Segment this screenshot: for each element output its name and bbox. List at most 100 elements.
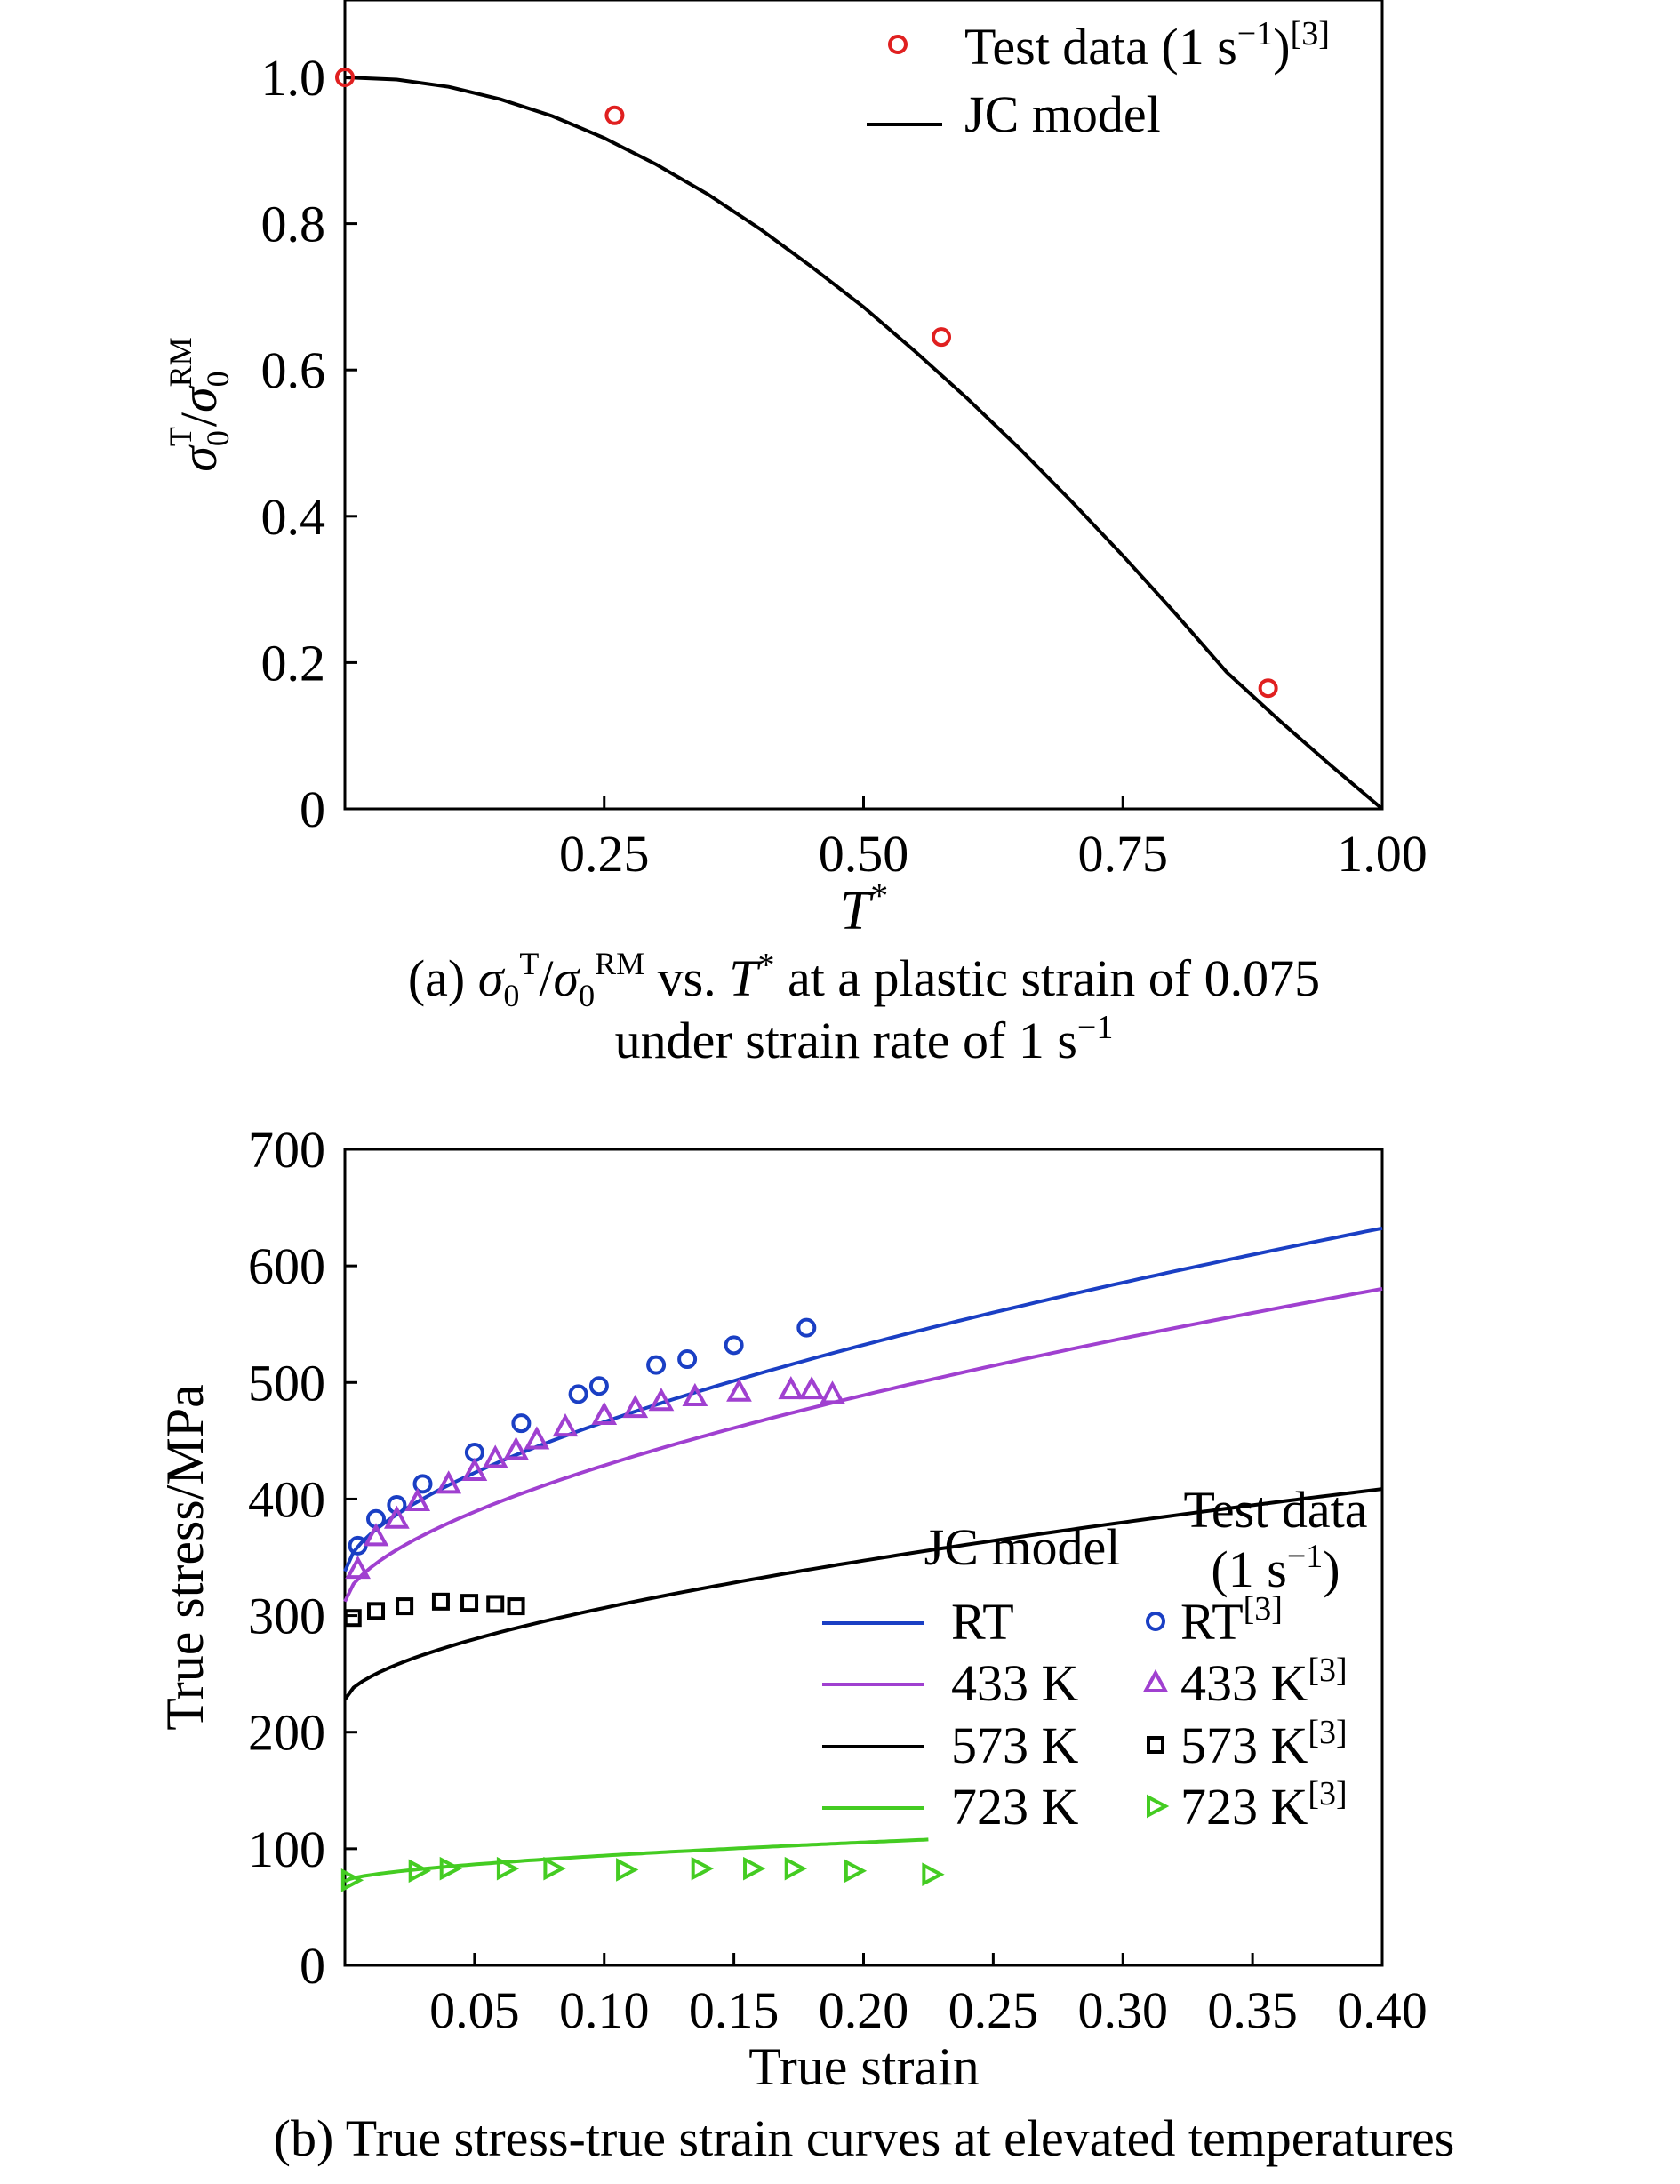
x-tick-label-b: 0.40: [1337, 1981, 1428, 2039]
legend-a: Test data (1 s−1)[3] JC model: [867, 15, 1330, 143]
series-group-b: [340, 1226, 1383, 1892]
y-tick-label-a: 0.4: [261, 488, 326, 546]
data-point-433-k: [404, 1487, 431, 1512]
data-point-723-k: [340, 1868, 364, 1892]
legend-b-test-label-573-k: 573 K[3]: [1180, 1714, 1348, 1774]
data-point-rt: [677, 1349, 698, 1370]
x-axis-b: 0.05 0.10 0.15 0.20 0.25 0.30 0.35 0.40: [429, 1953, 1428, 2039]
data-point-433-k: [524, 1426, 550, 1450]
legend-b-rows: RT RT[3] 433 K 433 K[3] 573 K 573 K[3] 723 K 72…: [822, 1590, 1348, 1836]
x-tick-label-a: 0.25: [559, 825, 650, 883]
y-tick-label-b: 400: [248, 1470, 325, 1528]
data-point-723-k: [543, 1856, 566, 1881]
x-tick-label-b: 0.35: [1207, 1981, 1298, 2039]
legend-a-label-jc: JC model: [964, 85, 1161, 143]
y-tick-label-b: 100: [248, 1820, 325, 1878]
y-tick-label-a: 0.6: [261, 341, 326, 399]
data-point-rt: [646, 1355, 667, 1375]
data-point-rt: [588, 1376, 609, 1396]
data-point-433-k: [503, 1436, 529, 1460]
data-point-723-k: [844, 1859, 868, 1884]
legend-b-jc-label-573-k: 573 K: [951, 1716, 1079, 1774]
data-point-573-k: [507, 1597, 525, 1616]
legend-a-label-test: Test data (1 s−1)[3]: [964, 15, 1330, 76]
data-point-433-k: [436, 1470, 462, 1494]
x-tick-label-b: 0.30: [1078, 1981, 1169, 2039]
legend-a-marker-test: [888, 35, 908, 54]
data-point-test: [604, 105, 625, 125]
y-tick-label-b: 0: [300, 1937, 325, 1995]
data-point-723-k: [408, 1859, 431, 1884]
plot-frame-a: [343, 0, 1384, 811]
x-axis-a: 0.25 0.50 0.75 1.00: [559, 796, 1428, 883]
x-tick-label-b: 0.10: [559, 1981, 650, 2039]
data-point-723-k: [439, 1856, 462, 1881]
caption-b: (b) True stress-true strain curves at el…: [274, 2109, 1455, 2167]
x-tick-label-b: 0.25: [948, 1981, 1039, 2039]
legend-b-marker-rt: [1146, 1612, 1165, 1631]
data-point-rt: [511, 1413, 532, 1434]
legend-b-test-title: Test data: [1184, 1481, 1368, 1539]
data-point-433-k: [648, 1388, 675, 1412]
legend-b: JC model Test data (1 s−1) RT RT[3] 433 K 4…: [822, 1481, 1367, 1836]
data-point-723-k: [616, 1858, 639, 1882]
legend-b-jc-label-723-k: 723 K: [951, 1778, 1079, 1836]
y-tick-label-b: 300: [248, 1588, 325, 1645]
legend-b-marker-573-k: [1147, 1736, 1164, 1754]
y-tick-label-a: 0: [300, 780, 325, 838]
x-axis-label-a: T*: [840, 876, 888, 941]
series-line-573-k: [343, 1487, 1383, 1701]
data-point-433-k: [345, 1555, 371, 1580]
data-point-723-k: [691, 1856, 714, 1881]
panel-b: 0.05 0.10 0.15 0.20 0.25 0.30 0.35 0.40 0 100 200…: [156, 1121, 1454, 2167]
x-tick-label-a: 0.75: [1078, 825, 1169, 883]
legend-b-test-label-723-k: 723 K[3]: [1180, 1775, 1348, 1836]
x-axis-label-b: True strain: [748, 2037, 979, 2096]
data-point-573-k: [367, 1602, 386, 1620]
data-point-rt: [412, 1474, 433, 1494]
series-line-jc-model: [344, 76, 1384, 811]
legend-b-marker-723-k: [1147, 1794, 1170, 1819]
x-tick-label-b: 0.15: [689, 1981, 780, 2039]
x-tick-label-a: 1.00: [1337, 825, 1428, 883]
y-tick-label-b: 500: [248, 1354, 325, 1412]
data-point-rt: [724, 1335, 744, 1356]
data-point-test: [335, 68, 355, 87]
data-point-rt: [568, 1384, 588, 1404]
data-point-433-k: [363, 1523, 389, 1547]
caption-a-line2: under strain rate of 1 s−1: [615, 1009, 1114, 1069]
y-tick-label-b: 700: [248, 1121, 325, 1179]
data-point-433-k: [778, 1376, 804, 1400]
data-point-433-k: [726, 1378, 752, 1402]
data-point-573-k: [460, 1594, 479, 1612]
data-point-rt: [796, 1317, 817, 1338]
legend-b-jc-title: JC model: [924, 1518, 1121, 1576]
data-point-433-k: [622, 1394, 649, 1419]
data-point-433-k: [682, 1382, 708, 1407]
data-point-723-k: [496, 1856, 520, 1881]
series-line-rt: [343, 1226, 1383, 1572]
data-point-433-k: [798, 1376, 825, 1400]
x-tick-label-b: 0.20: [819, 1981, 909, 2039]
y-axis-label-b: True stress/MPa: [156, 1384, 214, 1731]
series-line-723-k: [344, 1837, 929, 1884]
y-tick-label-b: 200: [248, 1704, 325, 1762]
data-point-433-k: [383, 1505, 410, 1529]
legend-b-marker-433-k: [1142, 1668, 1169, 1692]
x-tick-label-b: 0.05: [429, 1981, 520, 2039]
data-point-573-k: [486, 1595, 505, 1613]
y-tick-label-a: 0.2: [261, 634, 326, 692]
data-point-723-k: [743, 1856, 766, 1881]
data-point-rt: [387, 1494, 407, 1515]
series-line-433-k: [343, 1286, 1383, 1603]
legend-b-test-label-rt: RT[3]: [1180, 1590, 1283, 1651]
legend-b-test-label-433-k: 433 K[3]: [1180, 1652, 1348, 1712]
series-group-a: [335, 68, 1384, 811]
data-point-433-k: [482, 1444, 508, 1468]
data-point-573-k: [343, 1609, 362, 1628]
data-point-573-k: [431, 1592, 450, 1611]
y-axis-label-a: σ0T/σ0RM: [163, 337, 236, 471]
y-axis-b: 0 100 200 300 400 500 600 700: [248, 1121, 357, 1995]
y-tick-label-b: 600: [248, 1237, 325, 1295]
